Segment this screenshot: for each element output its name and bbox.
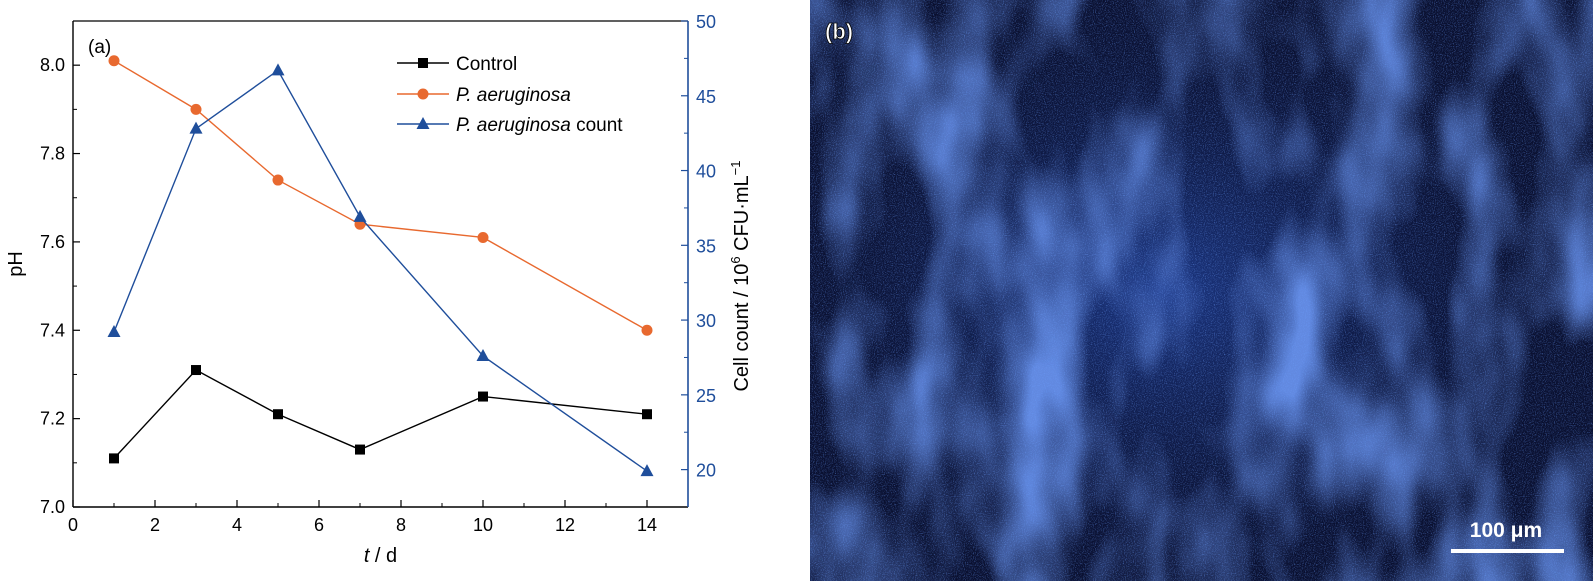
- legend-marker: [417, 88, 429, 100]
- data-point: [189, 121, 203, 134]
- series-line: [113, 369, 648, 459]
- panel-b-label: (b): [825, 19, 853, 44]
- data-point: [642, 409, 652, 420]
- series-layer: [107, 55, 654, 477]
- y-left-tick-label: 7.6: [40, 232, 65, 252]
- y-left-tick-label: 8.0: [40, 55, 65, 75]
- x-tick-label: 8: [396, 515, 406, 535]
- axes: 0 2 4 6 8 10 12 14 7.0 7.2 7.4 7.6 7.8 8.0 20 25 30 35 40 4…: [5, 12, 753, 567]
- data-point: [108, 55, 120, 67]
- data-point: [353, 209, 367, 222]
- data-point: [640, 464, 654, 477]
- legend: Control P. aeruginosa P. aeruginosa count: [397, 54, 623, 136]
- legend-marker: [418, 58, 428, 68]
- data-point: [272, 174, 284, 186]
- y-left-tick-label: 7.2: [40, 409, 65, 429]
- series-0: [109, 365, 652, 464]
- x-tick-label: 6: [314, 515, 324, 535]
- chart-a: 0 2 4 6 8 10 12 14 7.0 7.2 7.4 7.6 7.8 8.0 20 25 30 35 40 4…: [5, 12, 753, 567]
- y-right-tick-label: 35: [696, 236, 716, 256]
- data-point: [271, 63, 285, 76]
- y-right-tick-label: 25: [696, 386, 716, 406]
- legend-label: P. aeruginosa: [456, 85, 571, 106]
- legend-marker: [416, 117, 430, 129]
- data-point: [477, 231, 489, 243]
- panel-a-label: (a): [88, 37, 111, 58]
- legend-item-0: Control: [397, 54, 517, 75]
- x-tick-label: 14: [637, 515, 657, 535]
- x-axis-title: t / d: [364, 545, 397, 567]
- y-right-tick-label: 30: [696, 311, 716, 331]
- y-right-tick-label: 50: [696, 12, 716, 32]
- y-left-axis-title: pH: [5, 251, 27, 277]
- data-point: [191, 365, 201, 376]
- scale-bar-label: 100 μm: [1470, 519, 1542, 542]
- data-point: [476, 348, 490, 361]
- data-point: [478, 391, 488, 402]
- legend-item-2: P. aeruginosa count: [397, 115, 623, 136]
- data-point: [355, 444, 365, 455]
- legend-label: Control: [456, 54, 517, 75]
- y-left-tick-label: 7.8: [40, 144, 65, 164]
- series-line: [113, 69, 648, 472]
- y-right-tick-label: 45: [696, 87, 716, 107]
- y-left-tick-label: 7.0: [40, 497, 65, 517]
- y-right-tick-label: 20: [696, 461, 716, 481]
- scale-bar: [1451, 549, 1564, 553]
- data-point: [107, 325, 121, 338]
- x-tick-label: 0: [68, 515, 78, 535]
- micrograph-background: [810, 0, 1593, 581]
- x-tick-label: 12: [555, 515, 575, 535]
- x-tick-label: 10: [473, 515, 493, 535]
- x-tick-label: 4: [232, 515, 242, 535]
- data-point: [190, 103, 202, 115]
- data-point: [273, 409, 283, 420]
- series-1: [108, 55, 653, 336]
- legend-label: P. aeruginosa count: [456, 115, 623, 136]
- y-right-tick-label: 40: [696, 162, 716, 182]
- legend-item-1: P. aeruginosa: [397, 85, 571, 106]
- y-left-tick-label: 7.4: [40, 320, 65, 340]
- series-2: [107, 63, 654, 477]
- data-point: [109, 453, 119, 464]
- series-line: [113, 60, 648, 331]
- y-right-axis-title: Cell count / 106 CFU·mL−1: [728, 160, 753, 391]
- data-point: [641, 324, 653, 336]
- x-tick-label: 2: [150, 515, 160, 535]
